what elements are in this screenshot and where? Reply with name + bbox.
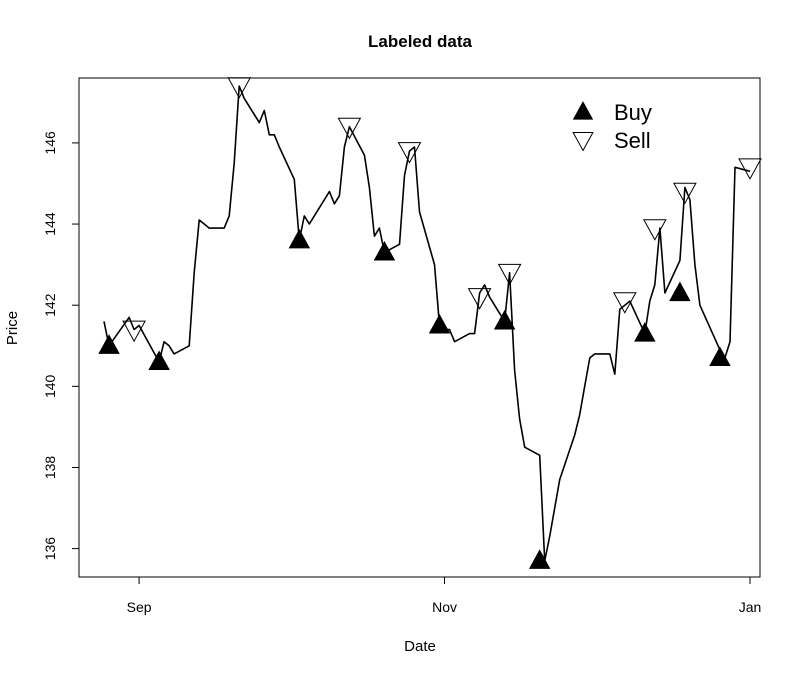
- sell-marker: [612, 292, 637, 314]
- y-axis: 136 138 140 142 144 146: [42, 131, 80, 561]
- legend-label: Buy: [614, 100, 652, 125]
- x-tick-label: Jan: [739, 599, 762, 615]
- buy-marker: [493, 309, 516, 330]
- y-axis-label: Price: [4, 311, 21, 345]
- sell-marker: [642, 219, 667, 241]
- y-tick-label: 144: [42, 212, 58, 236]
- x-axis-label: Date: [404, 638, 436, 655]
- y-tick-label: 138: [42, 456, 58, 480]
- x-tick-label: Sep: [127, 599, 152, 615]
- x-tick-label: Nov: [432, 599, 457, 615]
- sell-marker: [227, 77, 252, 99]
- sell-marker: [397, 142, 422, 164]
- legend-sell-symbol: [572, 131, 594, 152]
- buy-marker: [528, 549, 551, 569]
- buy-marker: [709, 346, 731, 366]
- chart-title: Labeled data: [368, 32, 472, 51]
- y-tick-label: 142: [42, 293, 58, 317]
- x-axis: Sep Nov Jan: [127, 576, 762, 615]
- y-tick-label: 146: [42, 131, 58, 155]
- series-layer: [98, 77, 762, 569]
- sell-marker: [467, 288, 492, 310]
- buy-marker: [428, 313, 451, 334]
- y-tick-label: 136: [42, 537, 58, 561]
- buy-marker: [98, 334, 120, 354]
- sell-marker: [673, 182, 697, 205]
- plot-frame: [78, 77, 761, 578]
- buy-marker: [373, 240, 396, 261]
- sell-marker: [738, 158, 762, 180]
- buy-marker: [148, 350, 170, 371]
- sell-marker: [122, 320, 146, 343]
- buy-marker: [634, 322, 656, 342]
- sell-marker: [497, 263, 522, 286]
- sell-marker: [337, 117, 362, 140]
- y-tick-label: 140: [42, 374, 58, 398]
- buy-marker: [669, 281, 691, 302]
- legend-buy-symbol: [572, 101, 594, 120]
- legend: Buy Sell: [572, 100, 652, 153]
- legend-label: Sell: [614, 128, 651, 153]
- price-line: [103, 85, 751, 562]
- buy-marker: [288, 228, 311, 249]
